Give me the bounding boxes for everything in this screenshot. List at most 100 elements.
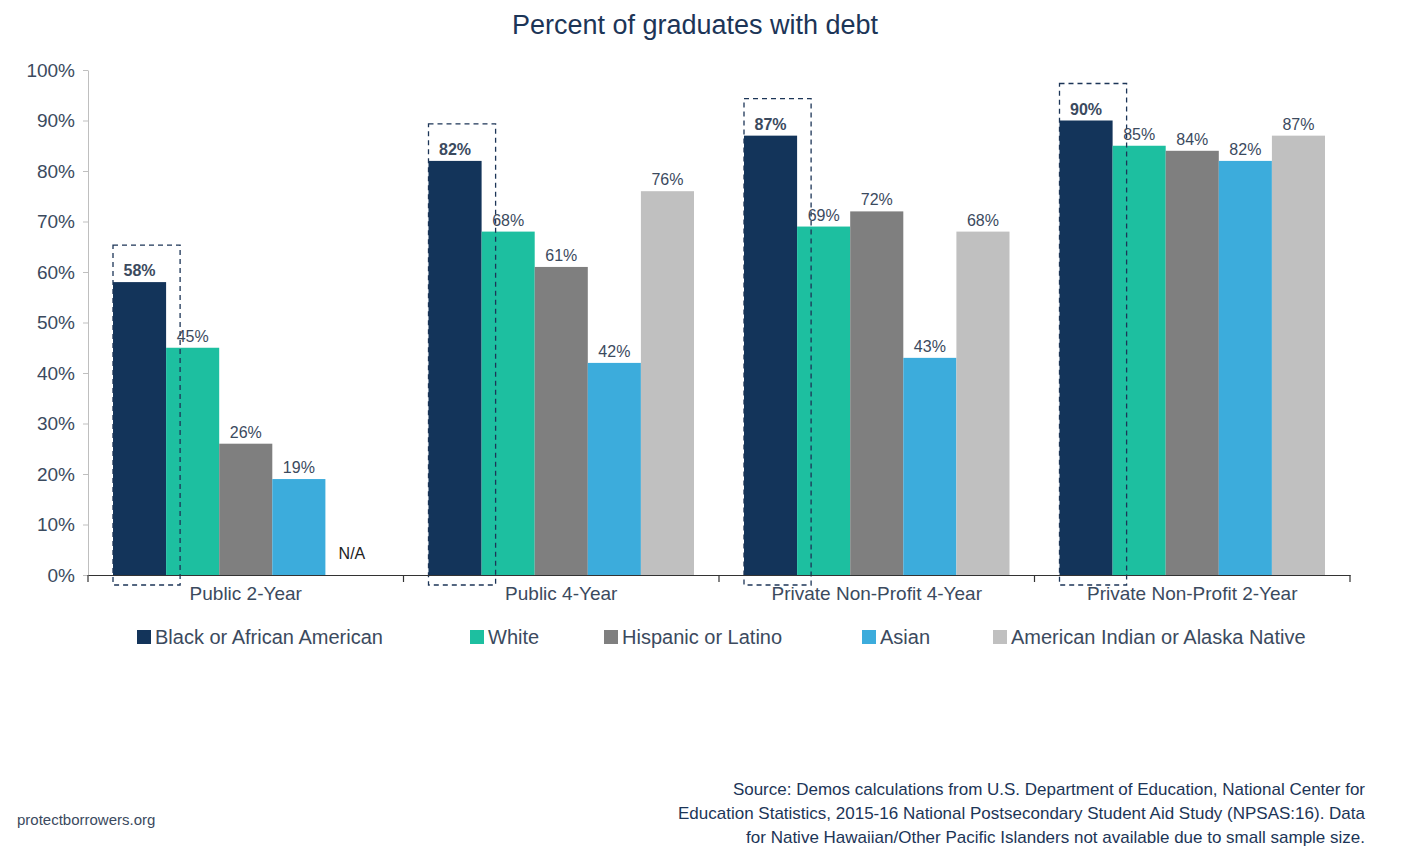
legend-swatch <box>993 630 1007 644</box>
source-line: Education Statistics, 2015-16 National P… <box>678 804 1366 823</box>
y-axis-line <box>88 71 89 576</box>
data-label: 45% <box>177 328 209 345</box>
x-tick-label: Private Non-Profit 4-Year <box>771 583 982 604</box>
y-axis: 0% 10% 20% 30% 40% 50% 60% 70% 80% 90% 100% <box>26 60 88 586</box>
data-label: 72% <box>861 191 893 208</box>
bar <box>219 444 272 575</box>
y-tick-mark <box>83 171 88 172</box>
y-tick-mark <box>83 373 88 374</box>
bar <box>429 161 482 575</box>
legend-item: Black or African American <box>137 626 383 648</box>
category-separators <box>88 575 1350 582</box>
bar <box>1272 136 1325 575</box>
data-label: 84% <box>1176 131 1208 148</box>
title: Percent of graduates with debt <box>512 10 879 40</box>
y-tick: 50% <box>37 312 88 333</box>
y-tick-label: 0% <box>48 565 76 586</box>
bar <box>535 267 588 575</box>
y-tick-mark <box>83 424 88 425</box>
y-tick: 10% <box>37 514 88 535</box>
category-separator <box>1349 575 1350 582</box>
bar <box>272 479 325 575</box>
annotation: protectborrowers.org <box>17 811 155 828</box>
highlight-box <box>429 124 496 585</box>
highlight-box <box>1060 84 1127 586</box>
y-tick-label: 60% <box>37 262 75 283</box>
data-label: 68% <box>967 212 999 229</box>
y-tick-mark <box>83 222 88 223</box>
category-separator <box>403 575 404 582</box>
source-line: for Native Hawaiian/Other Pacific Island… <box>746 828 1365 847</box>
bar <box>850 211 903 575</box>
bar <box>744 136 797 575</box>
y-tick-label: 40% <box>37 363 75 384</box>
y-tick: 20% <box>37 464 88 485</box>
bar <box>1166 151 1219 575</box>
data-label: 43% <box>914 338 946 355</box>
y-tick-label: 90% <box>37 110 75 131</box>
x-tick-label: Public 4-Year <box>505 583 618 604</box>
y-tick: 100% <box>26 60 88 81</box>
data-label: 61% <box>545 247 577 264</box>
legend-swatch <box>604 630 618 644</box>
data-labels: 58%82%87%90%45%68%69%85%26%61%72%84%19%4… <box>124 101 1315 563</box>
bar <box>1219 161 1272 575</box>
y-tick-mark <box>83 70 88 71</box>
legend-item: Hispanic or Latino <box>604 626 782 648</box>
data-label: 42% <box>598 343 630 360</box>
data-label: N/A <box>339 545 366 562</box>
data-label: 87% <box>755 116 787 133</box>
bar <box>166 348 219 575</box>
category-separator <box>718 575 719 582</box>
y-tick-label: 50% <box>37 312 75 333</box>
y-tick: 90% <box>37 110 88 131</box>
y-tick-mark <box>83 272 88 273</box>
y-tick-label: 10% <box>37 514 75 535</box>
legend-swatch <box>470 630 484 644</box>
y-tick: 0% <box>48 565 88 586</box>
bar <box>956 232 1009 575</box>
y-tick: 40% <box>37 363 88 384</box>
data-label: 58% <box>124 262 156 279</box>
bar <box>113 282 166 575</box>
bar <box>1060 121 1113 576</box>
y-tick-mark <box>83 525 88 526</box>
bar <box>482 232 535 575</box>
legend-label: American Indian or Alaska Native <box>1011 626 1306 648</box>
y-tick-label: 70% <box>37 211 75 232</box>
y-tick: 60% <box>37 262 88 283</box>
x-tick-label: Private Non-Profit 2-Year <box>1087 583 1298 604</box>
y-tick-mark <box>83 121 88 122</box>
legend-swatch <box>137 630 151 644</box>
legend-label: White <box>488 626 539 648</box>
bar <box>797 227 850 575</box>
data-label: 76% <box>651 171 683 188</box>
y-tick: 70% <box>37 211 88 232</box>
y-tick-mark <box>83 323 88 324</box>
source-line: Source: Demos calculations from U.S. Dep… <box>733 780 1365 799</box>
category-separator <box>1034 575 1035 582</box>
data-label: 90% <box>1070 101 1102 118</box>
data-label: 26% <box>230 424 262 441</box>
x-tick: Public 2-Year <box>190 583 303 604</box>
data-label: 82% <box>439 141 471 158</box>
highlight-box <box>113 245 180 585</box>
y-tick-label: 30% <box>37 413 75 434</box>
legend-item: White <box>470 626 539 648</box>
bar <box>588 363 641 575</box>
y-tick-label: 20% <box>37 464 75 485</box>
legend: Black or African American White Hispanic o… <box>137 626 1306 648</box>
y-tick: 80% <box>37 161 88 182</box>
x-tick: Public 4-Year <box>505 583 618 604</box>
data-label: 68% <box>492 212 524 229</box>
legend-item: Asian <box>862 626 930 648</box>
category-separator <box>87 575 88 582</box>
data-label: 85% <box>1123 126 1155 143</box>
legend-item: American Indian or Alaska Native <box>993 626 1306 648</box>
legend-swatch <box>862 630 876 644</box>
chart: Percent of graduates with debt 0% 10% 20% 30… <box>0 0 1420 850</box>
legend-label: Hispanic or Latino <box>622 626 782 648</box>
y-tick-mark <box>83 474 88 475</box>
y-tick-label: 100% <box>26 60 75 81</box>
bar <box>1113 146 1166 575</box>
